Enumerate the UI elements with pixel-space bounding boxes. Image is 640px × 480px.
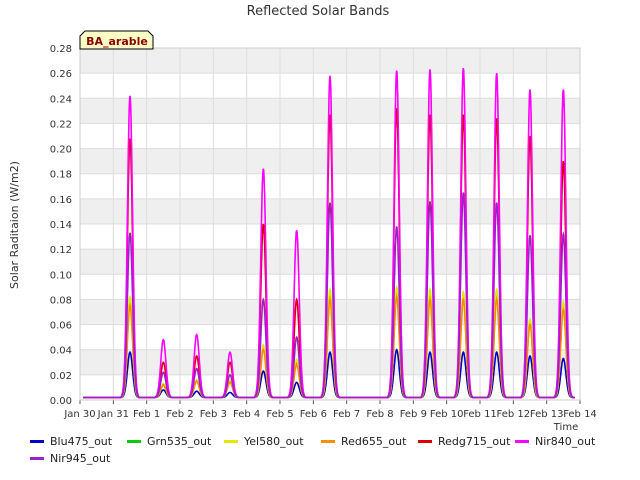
legend-swatch xyxy=(418,440,432,443)
legend-item: Grn535_out xyxy=(127,435,211,448)
x-tick-label: Feb 14 xyxy=(563,409,597,420)
legend-item: Red655_out xyxy=(321,435,406,448)
legend-label: Grn535_out xyxy=(147,435,212,448)
x-tick-label: Feb 1 xyxy=(133,409,160,420)
legend-swatch xyxy=(127,440,141,443)
series-line xyxy=(83,348,575,399)
legend-label: Blu475_out xyxy=(50,435,113,448)
legend-label: Red655_out xyxy=(341,435,407,448)
plot-band xyxy=(80,148,580,174)
chart-title: Reflected Solar Bands xyxy=(247,4,390,19)
x-tick-label: Jan 31 xyxy=(97,409,129,420)
x-tick-label: Feb 9 xyxy=(400,409,427,420)
legend-item: Redg715_out xyxy=(418,435,510,448)
legend-swatch xyxy=(224,440,238,443)
y-tick-label: 0.12 xyxy=(50,245,72,256)
legend-swatch xyxy=(30,457,44,460)
y-tick-label: 0.24 xyxy=(50,94,72,105)
x-tick-label: Feb 4 xyxy=(233,409,260,420)
legend-item: Yel580_out xyxy=(224,435,304,448)
x-tick-label: Feb 5 xyxy=(266,409,293,420)
y-tick-label: 0.02 xyxy=(50,371,72,382)
y-tick-label: 0.08 xyxy=(50,295,72,306)
y-tick-label: 0.26 xyxy=(50,69,72,80)
y-tick-label: 0.22 xyxy=(50,119,72,130)
legend-swatch xyxy=(321,440,335,443)
x-tick-label: Feb 11 xyxy=(463,409,497,420)
y-tick-label: 0.18 xyxy=(50,170,72,181)
legend-label: Nir945_out xyxy=(50,452,111,465)
plot-band xyxy=(80,48,580,74)
x-tick-label: Feb 7 xyxy=(333,409,360,420)
y-tick-label: 0.16 xyxy=(50,195,72,206)
x-tick-label: Feb 2 xyxy=(166,409,193,420)
x-tick-label: Feb 10 xyxy=(430,409,464,420)
x-axis-label: Time xyxy=(553,422,578,433)
x-tick-label: Jan 30 xyxy=(63,409,95,420)
series-line xyxy=(83,294,575,399)
x-tick-label: Feb 3 xyxy=(200,409,227,420)
y-tick-label: 0.04 xyxy=(50,346,72,357)
badge-label: BA_arable xyxy=(86,35,148,48)
y-tick-label: 0.10 xyxy=(50,270,72,281)
y-tick-label: 0.14 xyxy=(50,220,72,231)
y-axis-label: Solar Raditaion (W/m2) xyxy=(8,161,21,289)
plot-border xyxy=(79,47,581,401)
legend-swatch xyxy=(515,440,529,443)
series-line xyxy=(83,192,575,399)
y-tick-label: 0.06 xyxy=(50,321,72,332)
y-tick-label: 0.20 xyxy=(50,145,72,156)
y-tick-label: 0.28 xyxy=(50,44,72,55)
badge: BA_arable xyxy=(79,30,154,50)
legend-swatch xyxy=(30,440,44,443)
legend-item: Nir945_out xyxy=(30,452,110,465)
legend-label: Yel580_out xyxy=(244,435,304,448)
plot-band xyxy=(80,249,580,275)
x-tick-label: Feb 6 xyxy=(300,409,327,420)
legend-item: Blu475_out xyxy=(30,435,112,448)
y-tick-label: 0.00 xyxy=(50,396,72,407)
legend-label: Redg715_out xyxy=(438,435,511,448)
x-tick-label: Feb 12 xyxy=(497,409,531,420)
series-line xyxy=(83,67,575,399)
legend-item: Nir840_out xyxy=(515,435,595,448)
x-tick-label: Feb 13 xyxy=(530,409,564,420)
x-tick-label: Feb 8 xyxy=(366,409,393,420)
legend-label: Nir840_out xyxy=(535,435,596,448)
